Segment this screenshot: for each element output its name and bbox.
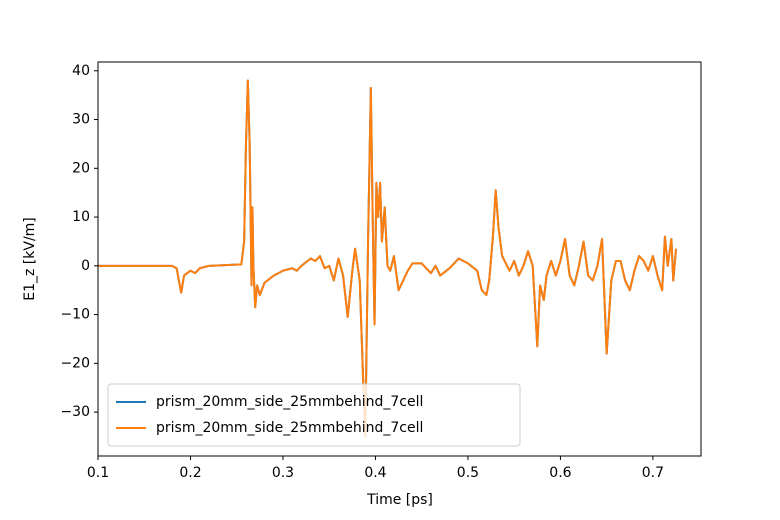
x-tick-label: 0.6 bbox=[549, 465, 571, 481]
x-axis-label: Time [ps] bbox=[366, 492, 433, 508]
x-tick-label: 0.2 bbox=[179, 465, 201, 481]
series-line bbox=[98, 79, 678, 438]
y-tick-label: −10 bbox=[60, 307, 90, 323]
x-tick-label: 0.7 bbox=[642, 465, 664, 481]
y-tick-label: 10 bbox=[72, 209, 90, 225]
y-tick-label: −30 bbox=[60, 404, 90, 420]
y-tick-label: 0 bbox=[81, 258, 90, 274]
y-tick-label: 30 bbox=[72, 112, 90, 128]
x-tick-label: 0.5 bbox=[457, 465, 479, 481]
legend-label: prism_20mm_side_25mmbehind_7cell bbox=[156, 420, 423, 436]
y-tick-label: 40 bbox=[72, 63, 90, 79]
x-tick-label: 0.4 bbox=[364, 465, 386, 481]
y-tick-label: 20 bbox=[72, 160, 90, 176]
y-axis-label: E1_z [kV/m] bbox=[22, 217, 38, 301]
x-tick-label: 0.3 bbox=[272, 465, 294, 481]
plot-frame bbox=[97, 61, 702, 457]
x-tick-label: 0.1 bbox=[87, 465, 109, 481]
y-tick-label: −20 bbox=[60, 355, 90, 371]
legend-box bbox=[107, 383, 521, 447]
legend-label: prism_20mm_side_25mmbehind_7cell bbox=[156, 394, 423, 410]
